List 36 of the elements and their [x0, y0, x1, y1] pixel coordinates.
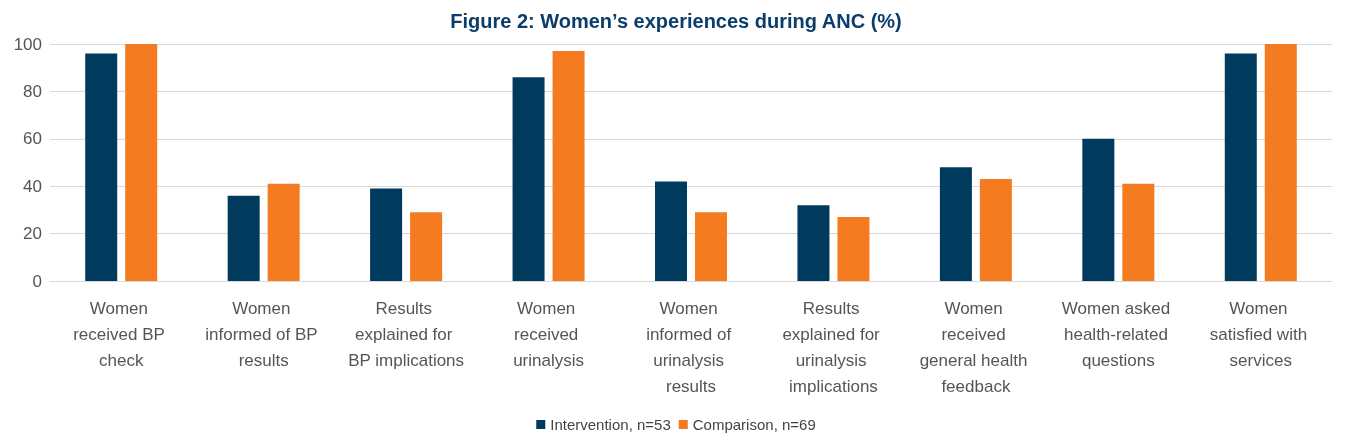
x-tick-label: Results explained for urinalysis implications [782, 298, 885, 396]
legend-label: Intervention, n=53 [550, 416, 671, 433]
x-tick-label: Results explained for BP implications [348, 298, 465, 370]
x-tick-label: Women asked health-related questions [1061, 298, 1175, 370]
x-tick-label: Women received general health feedback [919, 298, 1033, 396]
y-tick-label: 40 [23, 176, 42, 196]
x-tick-label: Women received BP check [73, 298, 170, 370]
bar [227, 195, 260, 281]
bar [1122, 183, 1155, 281]
bar [1224, 53, 1257, 281]
bar [797, 205, 830, 281]
bar [552, 51, 585, 281]
bar [655, 181, 687, 281]
bar [512, 77, 545, 281]
chart-title: Figure 2: Women’s experiences during ANC (%) [450, 10, 902, 32]
bar [410, 212, 443, 281]
x-tick-label: Women satisfied with services [1209, 298, 1312, 370]
x-tick-label: Women received urinalysis [513, 298, 584, 370]
y-tick-label: 80 [23, 81, 42, 101]
bar [125, 44, 158, 281]
bar [370, 188, 403, 281]
y-tick-label: 100 [13, 34, 42, 54]
bar [939, 167, 972, 281]
y-tick-label: 60 [23, 129, 42, 149]
bar [1082, 138, 1115, 281]
bar [979, 179, 1012, 281]
y-tick-label: 20 [23, 224, 42, 244]
legend-label: Comparison, n=69 [692, 416, 816, 433]
bar [837, 217, 870, 281]
bar [1264, 44, 1297, 281]
bar [695, 212, 727, 281]
bar [85, 53, 118, 281]
bar [267, 183, 300, 281]
y-tick-label: 0 [32, 271, 42, 291]
x-tick-label: Women informed of BP results [205, 298, 323, 370]
x-tick-label: Women informed of urinalysis results [646, 298, 736, 396]
